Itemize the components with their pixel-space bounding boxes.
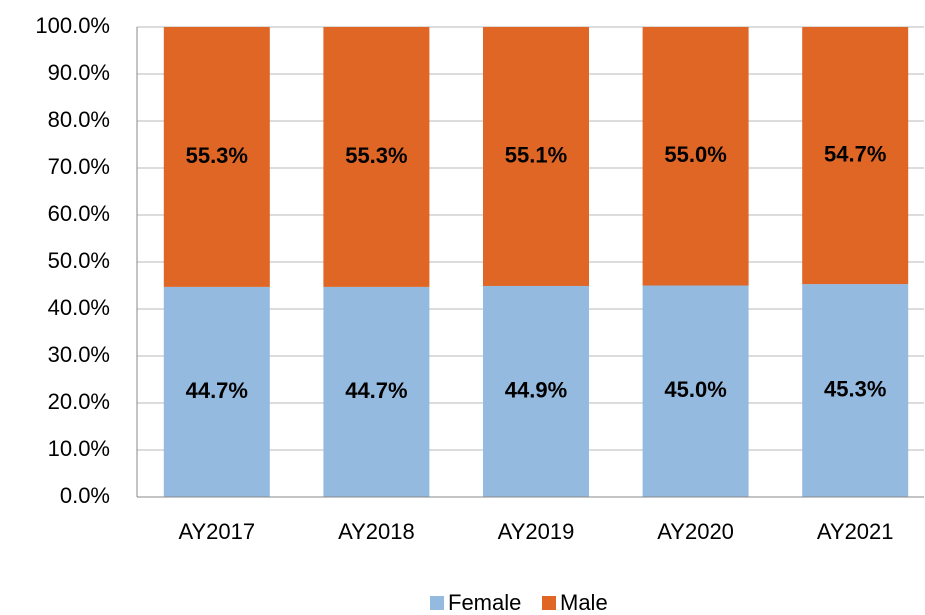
x-tick-label: AY2020: [657, 519, 734, 544]
y-tick-label: 40.0%: [48, 295, 110, 320]
legend-swatch: [430, 596, 444, 610]
y-tick-label: 0.0%: [60, 483, 110, 508]
data-label: 55.3%: [186, 143, 248, 168]
bar-segment: [483, 27, 589, 286]
data-label: 54.7%: [824, 141, 886, 166]
x-tick-label: AY2017: [178, 519, 255, 544]
y-tick-label: 20.0%: [48, 389, 110, 414]
bar-segment: [802, 284, 909, 497]
legend-label: Female: [448, 590, 521, 615]
y-tick-label: 10.0%: [48, 436, 110, 461]
legend-label: Male: [560, 590, 608, 615]
y-tick-label: 90.0%: [48, 60, 110, 85]
y-tick-label: 100.0%: [35, 13, 110, 38]
bar-segment: [483, 285, 589, 497]
y-tick-label: 30.0%: [48, 342, 110, 367]
data-label: 44.9%: [505, 377, 567, 402]
legend-swatch: [542, 596, 556, 610]
x-tick-label: AY2021: [817, 519, 894, 544]
y-tick-label: 70.0%: [48, 154, 110, 179]
bar-segment: [642, 285, 749, 497]
data-label: 44.7%: [345, 378, 407, 403]
bar-segment: [163, 27, 270, 287]
y-tick-label: 80.0%: [48, 107, 110, 132]
data-label: 45.0%: [664, 377, 726, 402]
bar-segment: [802, 27, 909, 285]
y-tick-label: 60.0%: [48, 201, 110, 226]
bar-segment: [163, 286, 270, 497]
data-label: 45.3%: [824, 376, 886, 401]
data-label: 55.3%: [345, 143, 407, 168]
bar-segment: [323, 286, 430, 497]
bar-segment: [323, 27, 430, 287]
data-label: 55.1%: [505, 142, 567, 167]
x-tick-label: AY2019: [498, 519, 575, 544]
y-tick-label: 50.0%: [48, 248, 110, 273]
data-label: 55.0%: [664, 142, 726, 167]
data-label: 44.7%: [186, 378, 248, 403]
x-tick-label: AY2018: [338, 519, 415, 544]
bar-segment: [642, 27, 749, 286]
